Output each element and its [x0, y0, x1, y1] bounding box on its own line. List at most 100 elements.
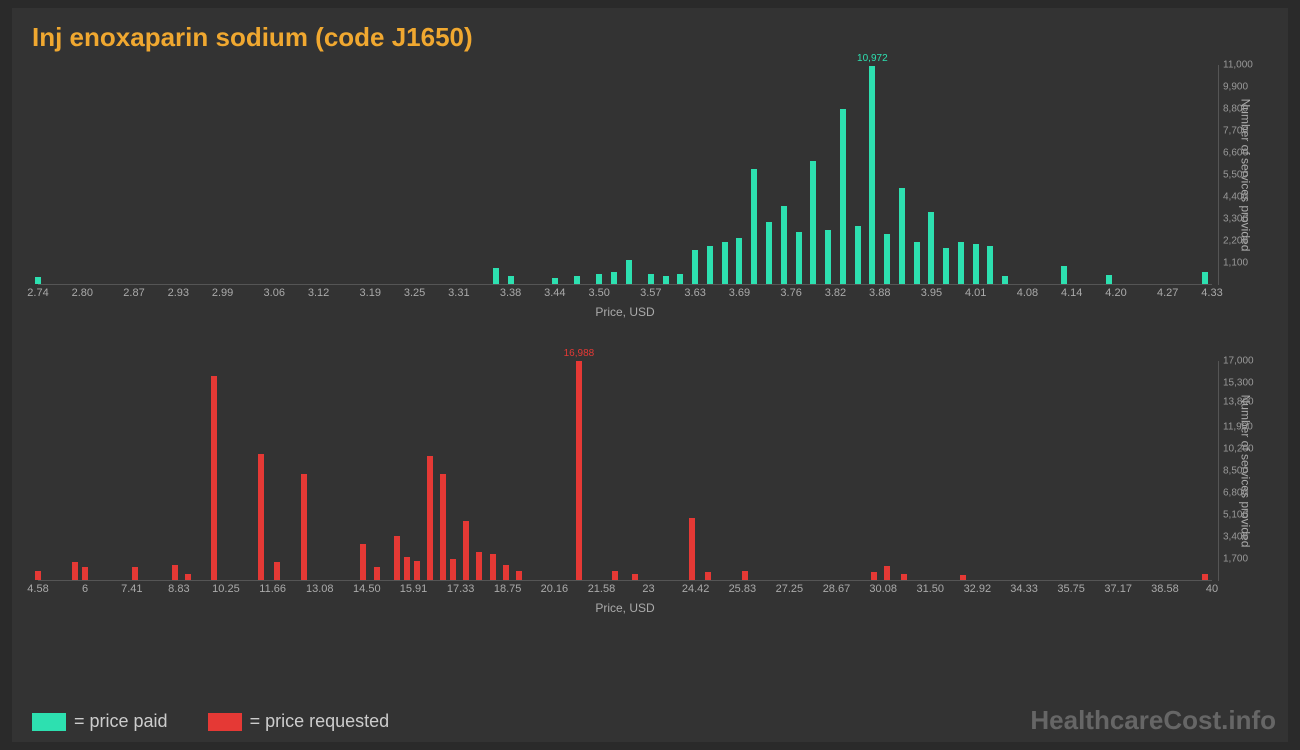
bar	[596, 274, 602, 284]
bar	[722, 242, 728, 284]
x-tick: 3.95	[921, 287, 942, 299]
x-tick: 21.58	[588, 583, 616, 595]
bar	[796, 232, 802, 284]
x-tick: 37.17	[1104, 583, 1132, 595]
x-tick: 2.99	[212, 287, 233, 299]
x-tick: 4.58	[27, 583, 48, 595]
bar	[552, 278, 558, 284]
bar	[884, 566, 890, 580]
plot-area: 10,972	[38, 65, 1212, 285]
bar	[35, 277, 41, 284]
bar	[1106, 275, 1112, 284]
y-tick: 17,000	[1223, 356, 1254, 367]
x-tick: 3.12	[308, 287, 329, 299]
bar	[72, 562, 78, 580]
x-tick: 34.33	[1010, 583, 1038, 595]
bar	[781, 206, 787, 284]
bar	[503, 565, 509, 580]
x-tick: 4.08	[1017, 287, 1038, 299]
x-tick: 6	[82, 583, 88, 595]
bar: 16,988	[576, 361, 582, 580]
x-axis-label: Price, USD	[38, 601, 1212, 615]
y-tick: 8,800	[1223, 104, 1248, 115]
bar	[626, 260, 632, 284]
x-axis: 2.742.802.872.932.993.063.123.193.253.31…	[38, 287, 1212, 303]
y-tick: 11,900	[1223, 422, 1253, 433]
x-tick: 24.42	[682, 583, 710, 595]
y-tick: 10,200	[1223, 444, 1254, 455]
plot-area: 16,988	[38, 361, 1212, 581]
bar	[374, 567, 380, 580]
x-tick: 8.83	[168, 583, 189, 595]
x-tick: 20.16	[541, 583, 569, 595]
y-tick: 1,700	[1223, 554, 1248, 565]
y-tick: 3,300	[1223, 214, 1248, 225]
x-tick: 3.44	[544, 287, 565, 299]
bar	[574, 276, 580, 284]
legend-item-requested: = price requested	[208, 711, 390, 732]
bar	[404, 557, 410, 580]
watermark: HealthcareCost.info	[1030, 705, 1276, 736]
bar	[742, 571, 748, 580]
chart-panel: Inj enoxaparin sodium (code J1650) 10,97…	[12, 8, 1288, 742]
x-tick: 17.33	[447, 583, 475, 595]
bar-max-label: 16,988	[564, 348, 595, 359]
page-title: Inj enoxaparin sodium (code J1650)	[32, 22, 1282, 53]
x-tick: 3.69	[729, 287, 750, 299]
y-tick: 5,100	[1223, 510, 1248, 521]
bar	[611, 272, 617, 284]
bar	[1061, 266, 1067, 284]
legend-label-requested: = price requested	[250, 711, 390, 732]
bar	[632, 574, 638, 580]
bar: 10,972	[869, 66, 875, 284]
chart-price-requested: 16,988 Number of services provided 1,700…	[38, 361, 1282, 611]
bar	[736, 238, 742, 284]
x-tick: 2.87	[123, 287, 144, 299]
bar	[427, 456, 433, 580]
bar	[751, 169, 757, 284]
bar	[493, 268, 499, 284]
x-tick: 3.50	[588, 287, 609, 299]
bar	[692, 250, 698, 284]
bar	[663, 276, 669, 284]
x-tick: 3.57	[640, 287, 661, 299]
bar	[960, 575, 966, 580]
bar	[677, 274, 683, 284]
y-tick: 8,500	[1223, 466, 1248, 477]
bar	[943, 248, 949, 284]
bar	[855, 226, 861, 284]
x-tick: 10.25	[212, 583, 240, 595]
x-tick: 31.50	[917, 583, 945, 595]
bar	[825, 230, 831, 284]
x-tick: 4.27	[1157, 287, 1178, 299]
legend-label-paid: = price paid	[74, 711, 168, 732]
bar	[928, 212, 934, 284]
chart-price-paid: 10,972 Number of services provided 1,100…	[38, 65, 1282, 315]
swatch-requested	[208, 713, 242, 731]
y-tick: 5,500	[1223, 170, 1248, 181]
bar	[274, 562, 280, 580]
bar	[172, 565, 178, 580]
x-axis: 4.5867.418.8310.2511.6613.0814.5015.9117…	[38, 583, 1212, 599]
bar	[82, 567, 88, 580]
x-tick: 38.58	[1151, 583, 1179, 595]
bar	[394, 536, 400, 580]
bar	[35, 571, 41, 580]
x-tick: 15.91	[400, 583, 428, 595]
bar	[901, 574, 907, 580]
bar	[914, 242, 920, 284]
bar	[185, 574, 191, 580]
x-tick: 27.25	[776, 583, 804, 595]
y-tick: 6,800	[1223, 488, 1248, 499]
x-tick: 3.82	[825, 287, 846, 299]
x-tick: 32.92	[964, 583, 992, 595]
bar	[414, 561, 420, 580]
x-tick: 2.74	[27, 287, 48, 299]
y-axis: Number of services provided 1,1002,2003,…	[1218, 65, 1274, 285]
x-tick: 23	[642, 583, 654, 595]
swatch-paid	[32, 713, 66, 731]
x-tick: 3.31	[448, 287, 469, 299]
x-tick: 4.14	[1061, 287, 1082, 299]
bar	[899, 188, 905, 284]
x-tick: 18.75	[494, 583, 522, 595]
